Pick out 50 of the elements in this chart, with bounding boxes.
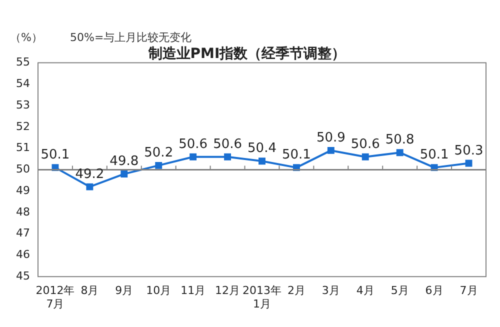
y-tick-label: 54 xyxy=(16,77,30,90)
data-label: 50.2 xyxy=(144,145,174,160)
x-tick-label: 2012年 7月 xyxy=(36,284,75,310)
y-tick-label: 50 xyxy=(16,162,30,176)
y-tick-label: 53 xyxy=(16,98,30,112)
point xyxy=(190,153,197,160)
x-tick-label: 5月 xyxy=(390,284,409,298)
text: 50%=与上月比较无变化 xyxy=(70,30,192,44)
y-tick-label: 48 xyxy=(16,205,30,218)
x-tick-label: 2月 xyxy=(287,284,306,298)
point xyxy=(86,183,94,190)
x-tick-label: 7月 xyxy=(460,284,478,298)
y-tick-label: 45 xyxy=(16,269,30,282)
point xyxy=(396,149,404,156)
data-label: 50.8 xyxy=(385,132,414,148)
chart-title: 制造业PMI指数（经季节调整） xyxy=(147,45,346,62)
data-label: 50.6 xyxy=(178,136,208,152)
point xyxy=(465,160,472,167)
data-label: 50.6 xyxy=(350,136,380,152)
y-tick-label: 47 xyxy=(16,226,30,240)
data-label: 50.4 xyxy=(248,141,276,156)
data-label: 50.1 xyxy=(420,148,449,163)
x-tick-label: 9月 xyxy=(115,284,134,298)
y-tick-label: 49 xyxy=(16,184,30,197)
point xyxy=(120,170,128,178)
y-tick-label: 51 xyxy=(16,141,30,154)
point xyxy=(155,162,162,169)
x-tick-label: 10月 xyxy=(146,284,172,298)
data-label: 50.6 xyxy=(213,136,242,152)
x-tick-label: 4月 xyxy=(356,284,374,298)
data-label: 50.3 xyxy=(454,143,484,158)
point xyxy=(258,158,266,165)
x-tick-label: 11月 xyxy=(180,284,206,298)
y-tick-label: 46 xyxy=(16,248,30,262)
data-label: 50.1 xyxy=(282,148,311,163)
x-tick-label: 12月 xyxy=(215,284,240,298)
x-tick-label: 3月 xyxy=(322,284,340,298)
point xyxy=(327,146,334,154)
y-tick-label: 52 xyxy=(16,120,30,133)
data-label: 49.8 xyxy=(110,154,139,169)
y-tick-label: 55 xyxy=(16,56,30,69)
point xyxy=(362,153,369,160)
x-tick-label: 8月 xyxy=(80,284,99,298)
x-tick-label: 2013年 1月 xyxy=(242,284,282,310)
point xyxy=(224,153,232,160)
x-tick-label: 6月 xyxy=(425,284,444,298)
data-label: 50.9 xyxy=(316,130,346,146)
y-axis-title: （%） xyxy=(10,30,42,44)
data-label: 50.1 xyxy=(40,148,70,163)
data-label: 49.2 xyxy=(75,166,104,182)
